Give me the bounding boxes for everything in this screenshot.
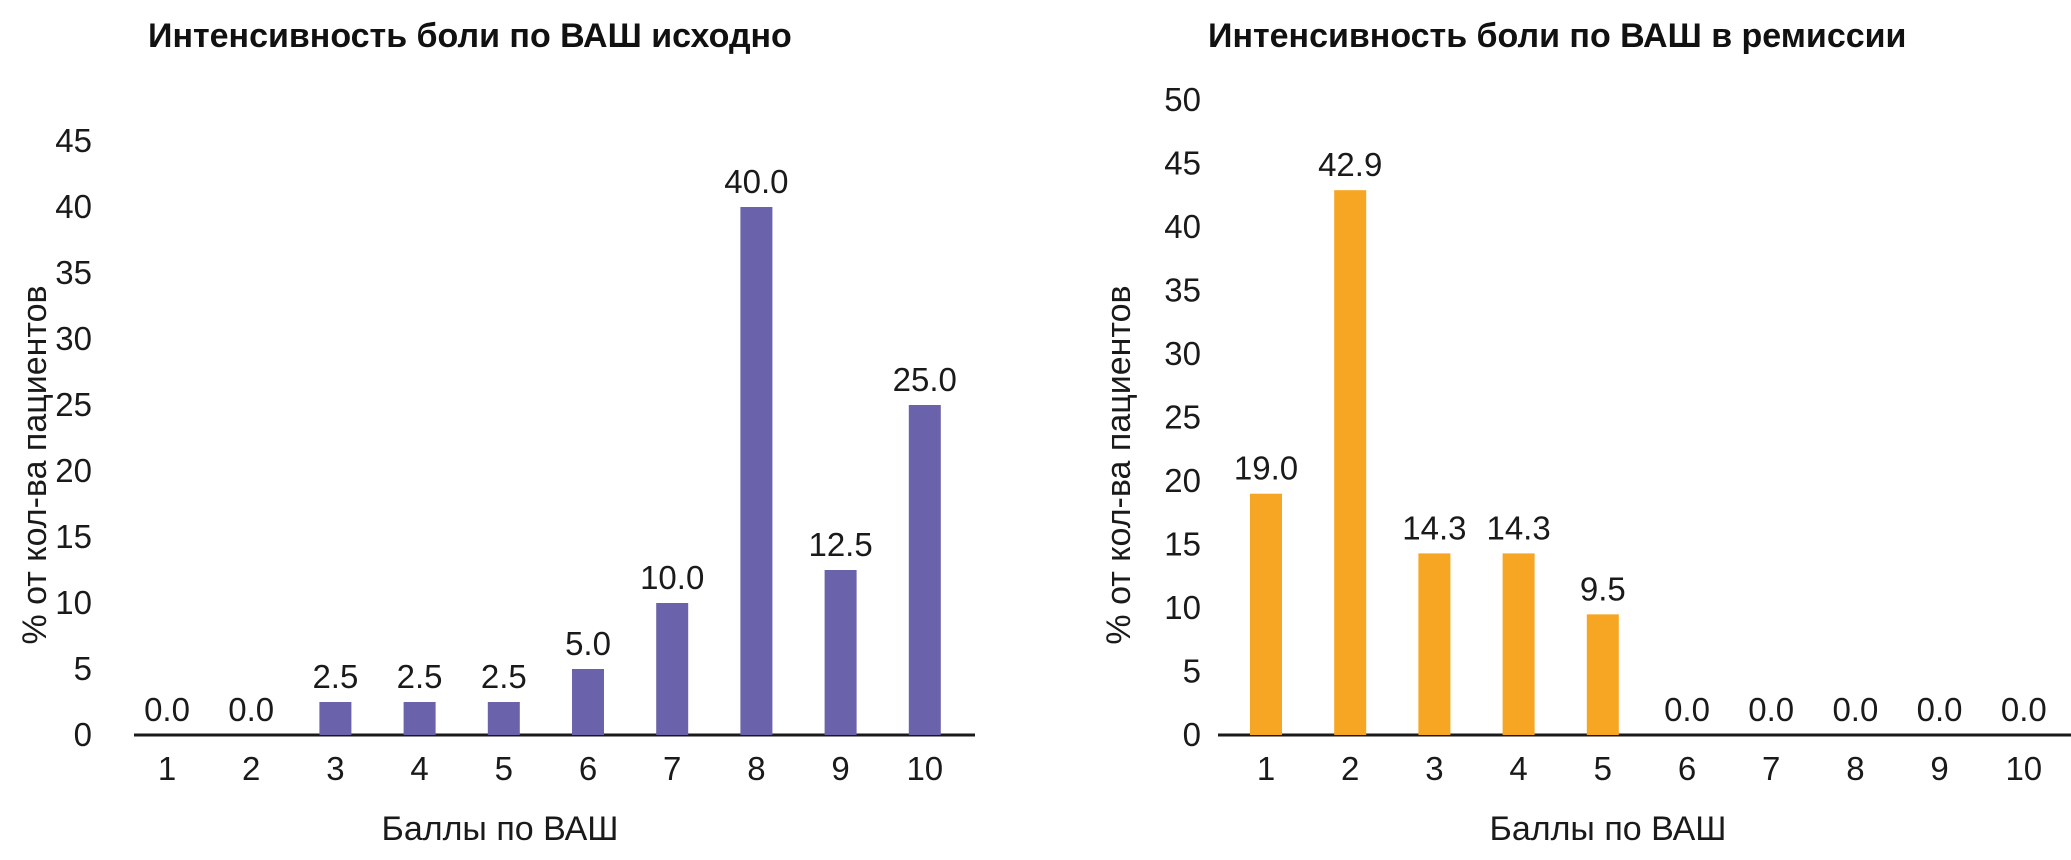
bar [403, 702, 436, 735]
data-label: 10.0 [640, 559, 704, 596]
y-tick-label: 0 [1183, 716, 1201, 753]
chart-1: Интенсивность боли по ВАШ исходно % от ко… [16, 17, 975, 848]
bar [1586, 614, 1619, 735]
bar [1250, 493, 1282, 735]
bar [740, 207, 773, 735]
y-tick-label: 45 [55, 122, 92, 159]
x-tick-label: 1 [158, 750, 176, 787]
y-tick-label: 10 [55, 584, 92, 621]
x-tick-label: 4 [410, 750, 428, 787]
x-tick-label: 2 [242, 750, 260, 787]
y-tick-label: 15 [55, 518, 92, 555]
y-tick-label: 25 [55, 386, 92, 423]
y-axis-label: % от кол-ва пациентов [1100, 285, 1138, 644]
data-label: 0.0 [2001, 691, 2047, 728]
bar [1502, 553, 1535, 735]
data-label: 5.0 [565, 625, 611, 662]
data-label: 0.0 [1664, 691, 1710, 728]
y-tick-label: 35 [55, 254, 92, 291]
x-tick-label: 7 [663, 750, 681, 787]
chart-title: Интенсивность боли по ВАШ исходно [148, 17, 792, 55]
data-label: 0.0 [144, 691, 190, 728]
x-tick-label: 1 [1257, 750, 1275, 787]
y-tick-label: 0 [74, 716, 92, 753]
x-tick-label: 7 [1762, 750, 1780, 787]
x-tick-label: 8 [747, 750, 765, 787]
data-label: 12.5 [808, 526, 872, 563]
x-tick-label: 10 [2005, 750, 2042, 787]
bar [656, 603, 689, 735]
bar [487, 702, 520, 735]
x-tick-label: 4 [1509, 750, 1527, 787]
y-tick-label: 30 [1164, 335, 1201, 372]
data-label: 0.0 [1917, 691, 1963, 728]
bar [1334, 190, 1367, 736]
data-label: 25.0 [893, 361, 957, 398]
x-tick-label: 3 [1425, 750, 1443, 787]
bar [824, 570, 857, 735]
x-tick-label: 10 [906, 750, 943, 787]
x-tick-label: 8 [1846, 750, 1864, 787]
data-label: 0.0 [1748, 691, 1794, 728]
bar [319, 702, 352, 735]
y-tick-label: 30 [55, 320, 92, 357]
data-label: 42.9 [1318, 146, 1382, 183]
y-tick-label: 5 [1183, 653, 1201, 690]
x-tick-label: 5 [1594, 750, 1612, 787]
data-label: 19.0 [1234, 450, 1298, 487]
y-tick-label: 40 [1164, 208, 1201, 245]
y-tick-label: 45 [1164, 145, 1201, 182]
y-tick-label: 15 [1164, 526, 1201, 563]
chart-2: Интенсивность боли по ВАШ в ремиссии % от… [1100, 17, 2071, 848]
data-label: 14.3 [1486, 509, 1550, 546]
x-tick-label: 3 [326, 750, 344, 787]
y-tick-label: 35 [1164, 272, 1201, 309]
x-tick-label: 9 [831, 750, 849, 787]
chart-title: Интенсивность боли по ВАШ в ремиссии [1208, 17, 1906, 55]
y-tick-label: 20 [55, 452, 92, 489]
bar [1418, 553, 1451, 735]
y-axis-label: % от кол-ва пациентов [16, 285, 54, 644]
data-label: 14.3 [1402, 509, 1466, 546]
x-tick-label: 9 [1930, 750, 1948, 787]
x-tick-label: 5 [495, 750, 513, 787]
x-axis-label: Баллы по ВАШ [1490, 810, 1727, 848]
data-label: 9.5 [1580, 570, 1626, 607]
y-tick-label: 5 [74, 650, 92, 687]
data-label: 2.5 [481, 658, 527, 695]
data-label: 0.0 [1832, 691, 1878, 728]
y-tick-label: 10 [1164, 589, 1201, 626]
y-tick-label: 50 [1164, 81, 1201, 118]
x-tick-label: 2 [1341, 750, 1359, 787]
data-label: 2.5 [397, 658, 443, 695]
data-label: 40.0 [724, 163, 788, 200]
data-label: 2.5 [312, 658, 358, 695]
y-tick-label: 40 [55, 188, 92, 225]
x-tick-label: 6 [579, 750, 597, 787]
bar [908, 405, 941, 735]
y-tick-label: 25 [1164, 399, 1201, 436]
y-tick-label: 20 [1164, 462, 1201, 499]
data-label: 0.0 [228, 691, 274, 728]
bar [572, 669, 604, 735]
x-tick-label: 6 [1678, 750, 1696, 787]
x-axis-label: Баллы по ВАШ [382, 810, 619, 848]
